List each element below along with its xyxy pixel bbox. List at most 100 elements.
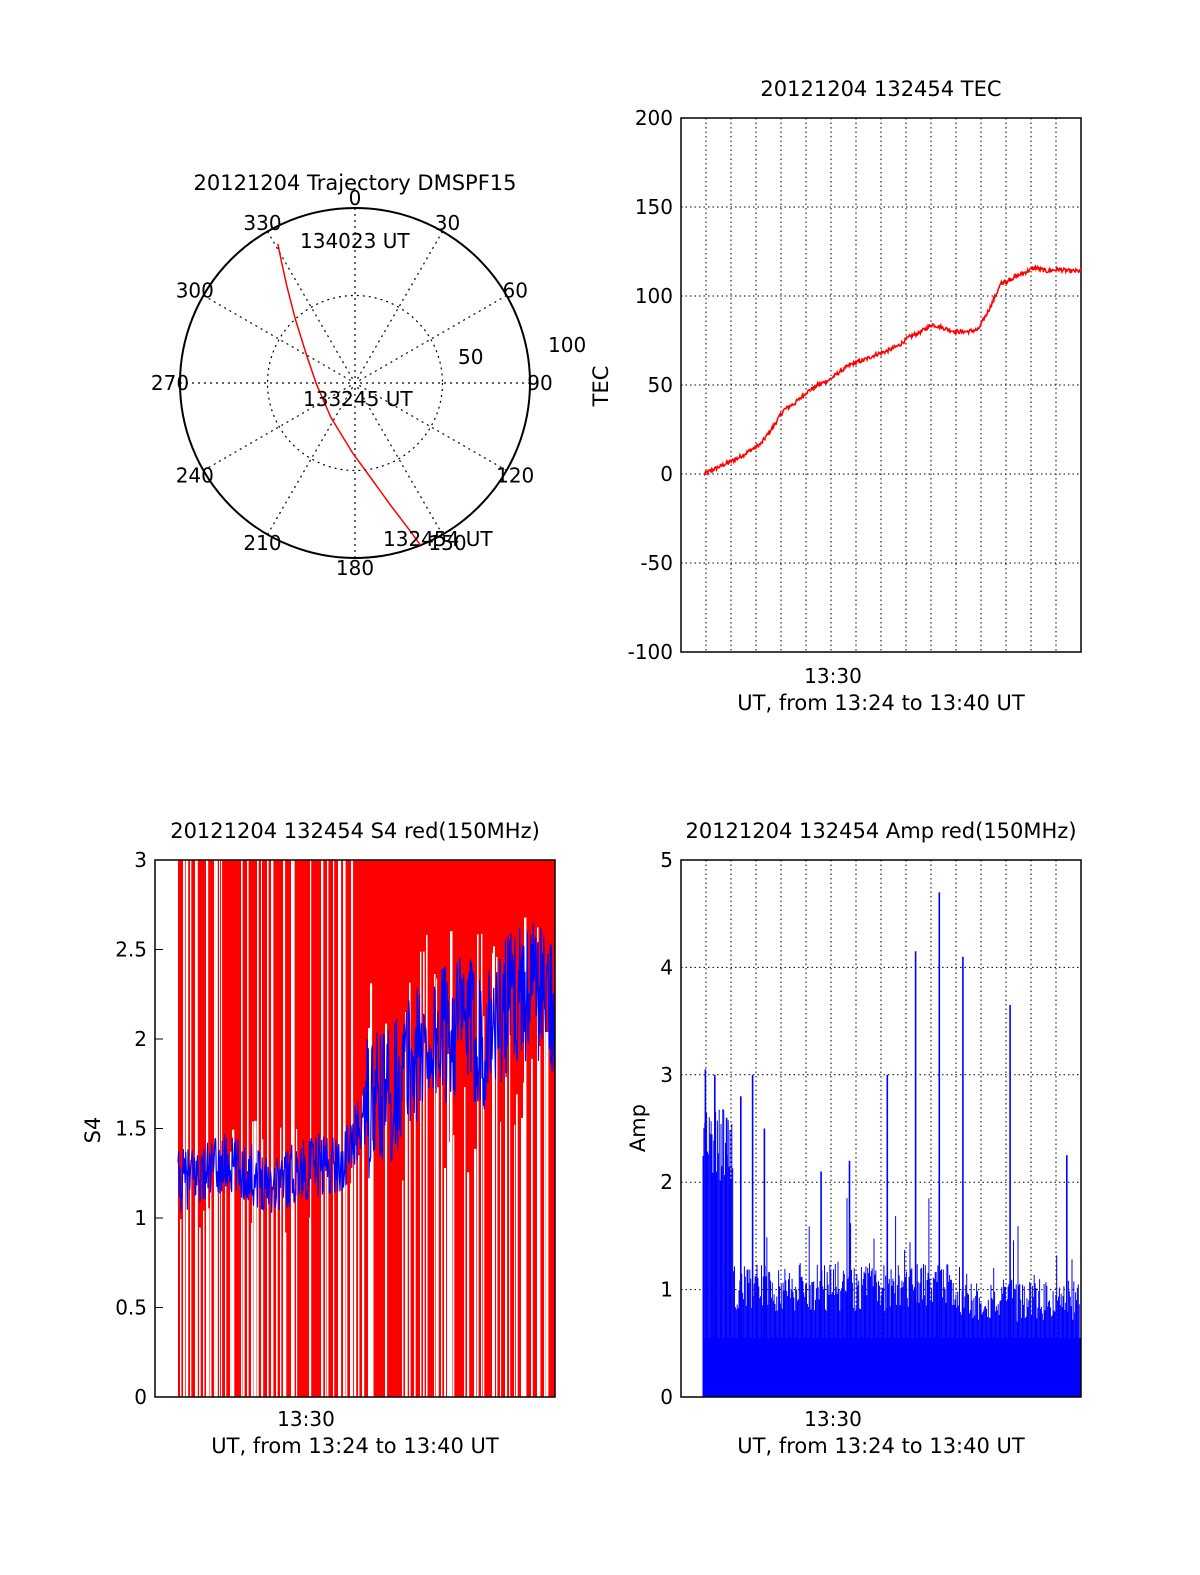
tec-title: 20121204 132454 TEC [760,77,1001,101]
s4-bar-gap [243,1179,245,1397]
s4-bar-gap [402,1180,404,1397]
amp-blue-bars [702,892,1081,1398]
trajectory-mid-label: 133245 UT [303,387,413,411]
s4-bar-gap [514,1124,516,1397]
tec-y-tick-label: 150 [635,195,673,219]
s4-bar-gap [521,1117,524,1397]
s4-red-fill [178,860,555,1397]
s4-bar-gap [296,1129,298,1397]
tec-y-tick-label: 100 [635,284,673,308]
azimuth-label: 30 [435,211,460,235]
s4-bar-gap [362,1095,365,1397]
s4-bar-gap [214,860,216,1397]
azimuth-label: 180 [336,556,374,580]
s4-bar-gap [505,1073,508,1397]
amp-y-tick-label: 1 [660,1278,673,1302]
trajectory-end-label: 134023 UT [300,229,410,253]
s4-chart: 20121204 132454 S4 red(150MHz) 0 0.5 1 1.5 2… [81,819,556,1458]
s4-y-tick-label: 2 [134,1027,147,1051]
tec-y-tick-label: 200 [635,106,673,130]
amp-ylabel: Amp [626,1104,650,1152]
tec-chart: 20121204 132454 TEC -100-50050100150200 … [589,77,1082,715]
s4-bar-gap [339,860,342,1397]
amp-title: 20121204 132454 Amp red(150MHz) [685,819,1076,843]
s4-bar-gap [500,1122,502,1397]
tec-y-tick-label: 50 [648,373,673,397]
s4-bar-gap [385,1023,388,1397]
s4-title: 20121204 132454 S4 red(150MHz) [170,819,540,843]
polar-title: 20121204 Trajectory DMSPF15 [193,171,516,195]
s4-bar-gap [414,1064,416,1397]
s4-bar-gap [276,1166,278,1397]
amp-y-tick-label: 5 [660,848,673,872]
s4-bar-gap [346,1184,348,1397]
azimuth-label: 330 [243,211,281,235]
s4-bar-gap [310,860,312,1397]
s4-bar-gap [409,982,411,1397]
s4-bar-gap [451,953,453,1397]
s4-bar-gap [538,1046,541,1397]
s4-bar-gap [496,956,498,1397]
s4-bar-gap [325,1154,327,1397]
s4-bar-gap [203,1210,205,1397]
s4-bar-gap [493,946,495,1397]
s4-bar-gap [368,1028,370,1397]
radius-label-50: 50 [458,345,483,369]
polar-trajectory-chart: 20121204 Trajectory DMSPF15 0 30 60 90 120 15… [151,171,586,580]
s4-bar-gap [271,860,274,1397]
s4-bar-gap [343,860,346,1397]
amp-y-ticks: 0 1 2 3 4 5 [660,848,673,1409]
s4-bar-gap [544,1007,546,1397]
tec-grid [681,117,1082,653]
s4-bar-gap [420,951,422,1397]
s4-bar-gap [354,1145,357,1397]
s4-bar-gap [350,1183,352,1397]
tec-y-tick-label: -100 [628,640,673,664]
s4-bar-gap [453,1135,455,1397]
azimuth-label: 60 [502,279,527,303]
s4-bar-gap [241,860,243,1397]
s4-y-tick-label: 2.5 [115,938,147,962]
s4-bar-gap [436,978,438,1397]
polar-grid-circle [266,294,444,472]
s4-y-tick-label: 0.5 [115,1296,147,1320]
amp-y-tick-label: 4 [660,955,673,979]
s4-bar-gap [531,1058,533,1397]
s4-y-tick-label: 1 [134,1206,147,1230]
s4-bar-gap [257,860,259,1397]
amp-plot-frame [680,859,1082,1398]
s4-bar-gap [371,1140,374,1397]
tec-ylabel: TEC [589,366,613,408]
s4-bar-gap [254,1120,257,1397]
s4-bar-gap [437,1087,439,1397]
tec-series-line [703,264,1082,477]
s4-bar-gap [291,860,293,1397]
s4-bar-gap [230,1151,232,1397]
s4-bar-gap [321,860,324,1397]
tec-y-tick-label: 0 [660,462,673,486]
s4-bar-gap [196,860,198,1397]
azimuth-label: 120 [496,464,534,488]
s4-bar-gap [285,1232,287,1397]
s4-bar-gap [444,1168,446,1397]
tec-y-ticks: -100 -50 0 50 100 150 200 [628,106,673,664]
s4-bar-gap [309,1217,311,1397]
s4-y-tick-label: 3 [134,848,147,872]
s4-bar-gap [261,860,262,1397]
amp-y-tick-label: 3 [660,1063,673,1087]
s4-bar-gap [262,1139,264,1397]
s4-bar-gap [434,974,436,1397]
s4-bar-gap [405,1012,407,1397]
s4-bar-gap [190,860,192,1397]
s4-bar-gap [516,1094,518,1397]
s4-bar-gap [358,1155,360,1397]
amp-chart: 20121204 132454 Amp red(150MHz) 0 1 2 3 4 5 1… [626,819,1082,1458]
azimuth-label: 150 [428,531,466,555]
s4-bar-gap [216,860,218,1397]
s4-bar-gap [208,1208,210,1397]
s4-bar-gap [546,1032,549,1397]
s4-y-ticks: 0 0.5 1 1.5 2 2.5 3 [115,848,163,1409]
amp-x-tick-label: 13:30 [804,1407,862,1431]
amp-xlabel: UT, from 13:24 to 13:40 UT [737,1434,1025,1458]
